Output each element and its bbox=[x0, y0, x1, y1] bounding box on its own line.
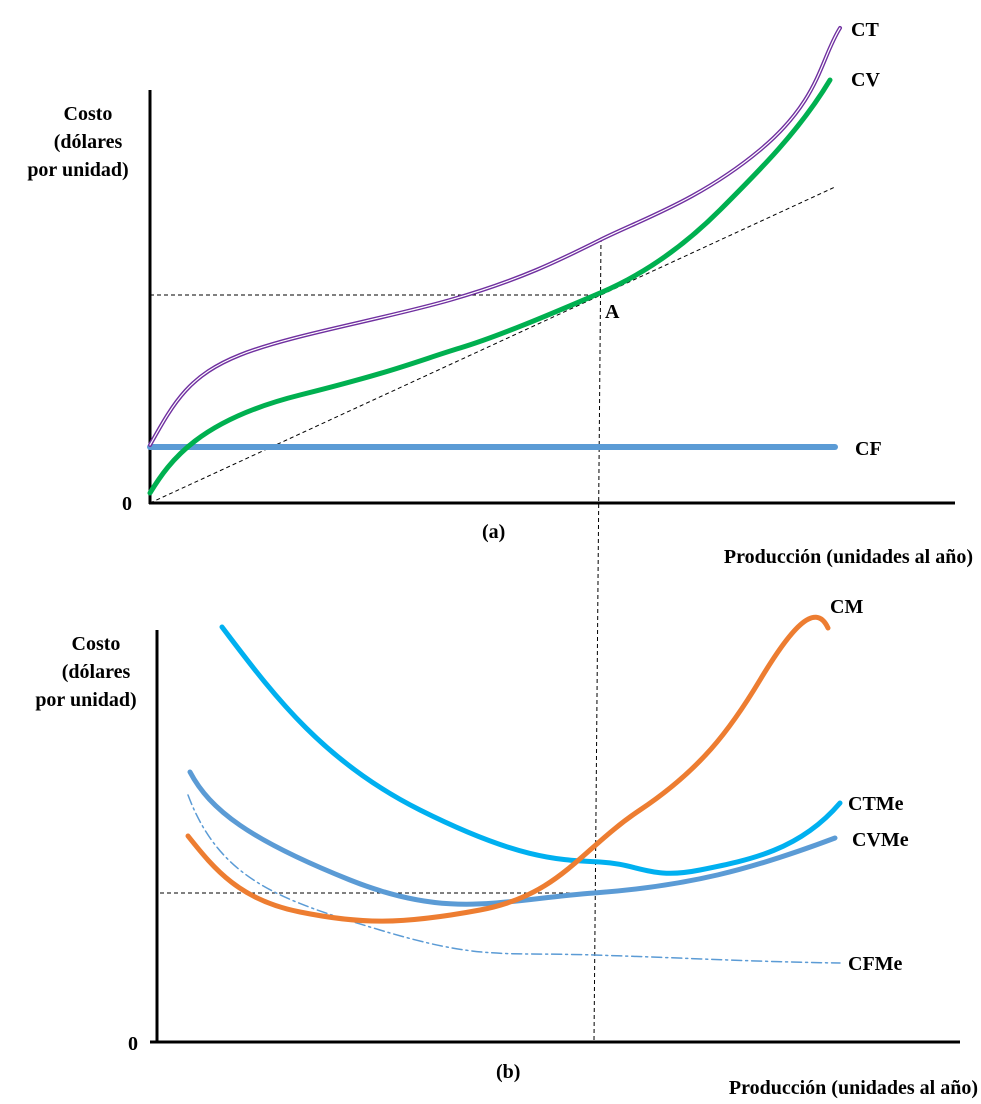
cm-curve bbox=[185, 614, 831, 924]
axis-label: (dólares bbox=[54, 131, 123, 153]
curve-label: CM bbox=[830, 596, 863, 618]
cv-curve bbox=[147, 77, 833, 496]
ctme-curve bbox=[219, 624, 843, 876]
axis-label: Costo bbox=[72, 633, 121, 655]
axis-label: (dólares bbox=[62, 661, 131, 683]
origin-label: 0 bbox=[128, 1033, 138, 1055]
curve-label: CFMe bbox=[848, 953, 903, 975]
curve-label: CF bbox=[855, 438, 882, 460]
curve-label: CT bbox=[851, 19, 879, 41]
x-axis-label: Producción (unidades al año) bbox=[724, 546, 973, 568]
caption: (b) bbox=[496, 1061, 520, 1083]
curve-label: CVMe bbox=[852, 829, 909, 851]
ct-curve-inner bbox=[149, 27, 841, 446]
origin-label: 0 bbox=[122, 493, 132, 515]
curve-label: CTMe bbox=[848, 793, 904, 815]
ct-curve bbox=[148, 26, 842, 447]
tangent-ray bbox=[149, 186, 836, 504]
cfme-curve bbox=[187, 794, 841, 964]
cvme-curve bbox=[187, 769, 838, 907]
axis-label: Costo bbox=[64, 103, 113, 125]
axis-label: por unidad) bbox=[35, 689, 136, 711]
caption: (a) bbox=[482, 521, 505, 543]
axis-label: por unidad) bbox=[27, 159, 128, 181]
x-axis-label: Producción (unidades al año) bbox=[729, 1077, 978, 1099]
curve-label: CV bbox=[851, 69, 880, 91]
point-label: A bbox=[605, 301, 620, 323]
guide-line bbox=[593, 237, 602, 1041]
